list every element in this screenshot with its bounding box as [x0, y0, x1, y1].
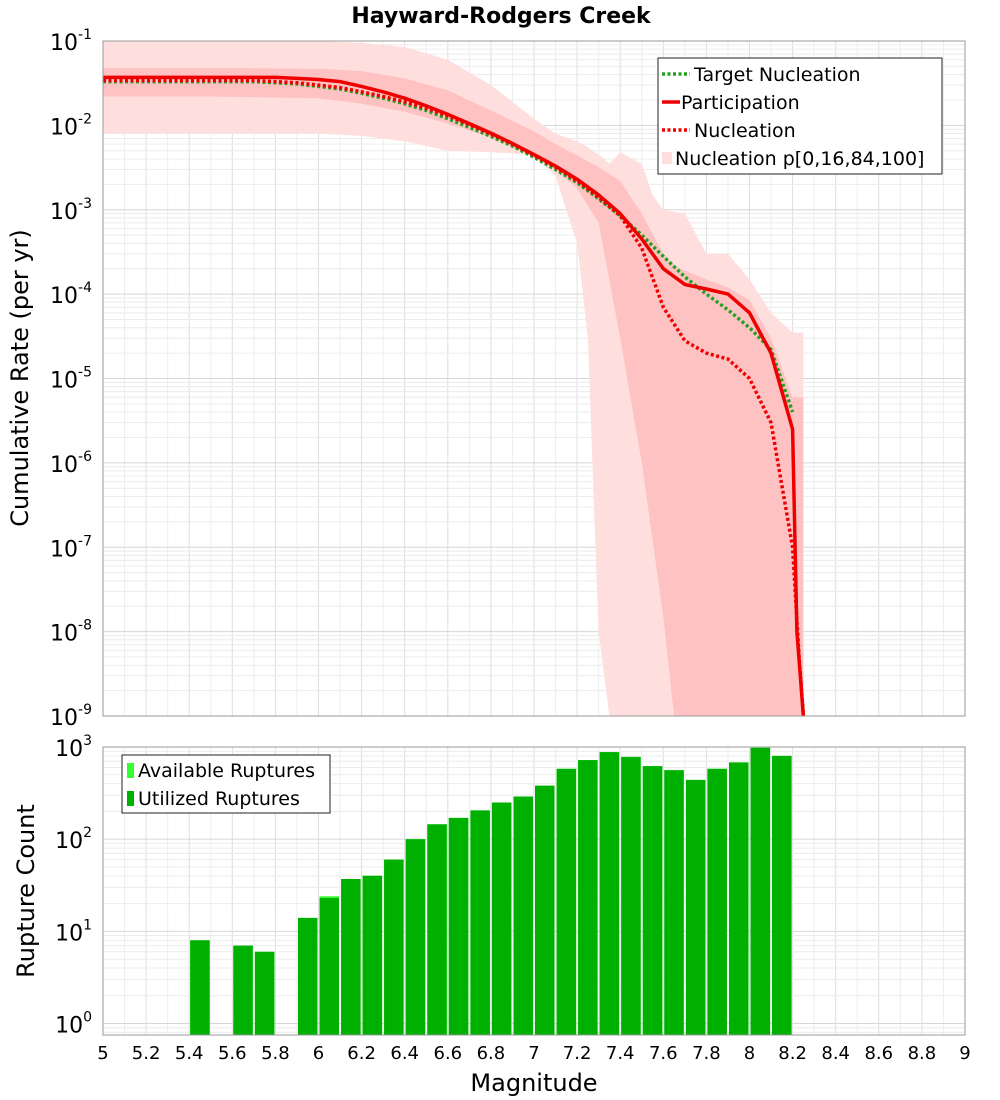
x-tick-label: 5: [97, 1043, 108, 1064]
bar-utilized: [685, 779, 706, 1035]
bar-utilized: [233, 945, 253, 1035]
legend-label: Nucleation: [694, 120, 796, 142]
legend-label: Available Ruptures: [138, 760, 315, 782]
y-tick-label: 10-6: [50, 449, 92, 478]
y-tick-label: 10-9: [50, 702, 92, 731]
rupture-bars: [190, 747, 792, 1035]
top-y-tick-labels: 10-9 10-8 10-7 10-6 10-5 10-4 10-3 10-2 10-1: [50, 27, 92, 731]
y-tick-label: 100: [55, 1009, 92, 1038]
x-tick-label: 8: [744, 1043, 755, 1064]
bar-utilized: [556, 768, 577, 1035]
cumulative-rate-panel: 10-9 10-8 10-7 10-6 10-5 10-4 10-3 10-2 10-1 Cum…: [6, 27, 966, 731]
participation-line: [103, 75, 806, 717]
x-tick-label: 7.8: [692, 1043, 721, 1064]
bar-utilized: [578, 760, 598, 1035]
legend-box: [657, 57, 943, 175]
y-tick-label: 10-4: [50, 280, 92, 309]
rate-lines: [103, 75, 806, 717]
x-tick-label: 8.4: [821, 1043, 850, 1064]
bottom-y-axis-label: Rupture Count: [12, 804, 40, 978]
x-axis-label: Magnitude: [470, 1069, 597, 1097]
bar-utilized: [470, 810, 490, 1035]
bar-utilized: [254, 951, 275, 1035]
top-y-axis-label: Cumulative Rate (per yr): [6, 229, 34, 527]
x-tick-label: 8.8: [908, 1043, 937, 1064]
x-tick-labels: 5 5.2 5.4 5.6 5.8 6 6.2 6.4 6.6 6.8 7 7.2 7.4 7.6 7.8 8…: [97, 1043, 970, 1064]
bottom-y-tick-labels: 100 101 102 103: [55, 733, 92, 1038]
bar-utilized: [362, 875, 383, 1035]
legend-swatch-utilized: [127, 791, 134, 806]
y-tick-label: 10-3: [50, 196, 92, 225]
bar-utilized: [642, 766, 663, 1035]
target-nucleation-line: [103, 79, 795, 413]
rupture-count-panel: 100 101 102 103 5 5.2 5.4 5.6 5.8 6 6.2 6.4 6.6 6.8 7…: [12, 733, 971, 1097]
legend-label: Nucleation p[0,16,84,100]: [675, 148, 924, 170]
x-tick-label: 6: [313, 1043, 324, 1064]
chart-title: Hayward-Rodgers Creek: [351, 4, 652, 29]
x-tick-label: 8.6: [864, 1043, 893, 1064]
x-tick-label: 7.2: [563, 1043, 592, 1064]
x-tick-label: 5.2: [132, 1043, 161, 1064]
bar-utilized: [298, 917, 318, 1035]
bar-utilized: [427, 824, 447, 1035]
legend-swatch-band: [662, 152, 672, 164]
x-tick-label: 5.4: [175, 1043, 204, 1064]
x-tick-label: 6.8: [477, 1043, 506, 1064]
band-p16-p84: [103, 67, 804, 716]
bar-utilized: [599, 752, 620, 1035]
bar-utilized: [405, 839, 426, 1035]
y-tick-label: 10-8: [50, 618, 92, 647]
bar-utilized: [535, 785, 555, 1035]
legend-label: Utilized Ruptures: [138, 788, 300, 810]
bar-utilized: [707, 768, 727, 1035]
bar-utilized: [772, 755, 792, 1035]
x-tick-label: 5.8: [261, 1043, 290, 1064]
y-tick-label: 10-2: [50, 111, 92, 140]
bar-utilized: [384, 859, 404, 1035]
legend-box: [121, 754, 331, 814]
top-plot-frame: [102, 40, 966, 717]
bar-utilized: [729, 762, 749, 1035]
x-tick-label: 7.4: [606, 1043, 635, 1064]
y-tick-label: 103: [55, 733, 92, 762]
bar-utilized: [750, 747, 771, 1035]
bar-utilized: [491, 802, 512, 1035]
bar-utilized: [621, 756, 641, 1035]
legend-swatch-available: [127, 763, 134, 778]
y-tick-label: 10-1: [50, 27, 92, 56]
bar-utilized: [190, 940, 210, 1035]
bar-utilized: [513, 796, 533, 1035]
x-tick-label: 7: [528, 1043, 539, 1064]
x-tick-label: 8.2: [778, 1043, 807, 1064]
y-tick-label: 10-7: [50, 533, 92, 562]
bottom-plot-frame: [102, 746, 966, 1036]
bar-utilized: [341, 879, 361, 1035]
legend-label: Participation: [681, 92, 800, 114]
legend-label: Target Nucleation: [693, 64, 861, 86]
bar-utilized: [448, 817, 469, 1035]
x-tick-label: 7.6: [649, 1043, 678, 1064]
nucleation-line: [103, 78, 806, 717]
y-tick-label: 102: [55, 825, 92, 854]
bar-utilized: [319, 898, 339, 1035]
x-tick-label: 6.4: [390, 1043, 419, 1064]
nucleation-bands: [103, 41, 804, 716]
x-tick-label: 9: [959, 1043, 970, 1064]
x-tick-label: 6.2: [347, 1043, 376, 1064]
y-tick-label: 101: [55, 917, 92, 946]
x-tick-label: 6.6: [433, 1043, 462, 1064]
bar-utilized: [664, 770, 684, 1035]
x-tick-label: 5.6: [218, 1043, 247, 1064]
top-legend: Target Nucleation Participation Nucleation…: [657, 57, 943, 175]
bottom-legend: Available Ruptures Utilized Ruptures: [121, 754, 331, 814]
y-tick-label: 10-5: [50, 365, 92, 394]
